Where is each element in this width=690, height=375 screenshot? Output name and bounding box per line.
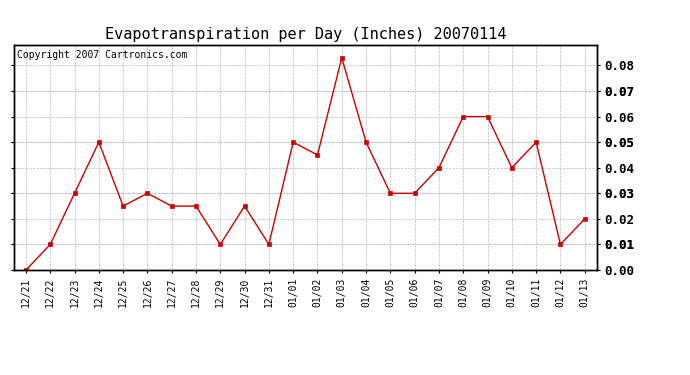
Title: Evapotranspiration per Day (Inches) 20070114: Evapotranspiration per Day (Inches) 2007… — [105, 27, 506, 42]
Text: Copyright 2007 Cartronics.com: Copyright 2007 Cartronics.com — [17, 50, 187, 60]
